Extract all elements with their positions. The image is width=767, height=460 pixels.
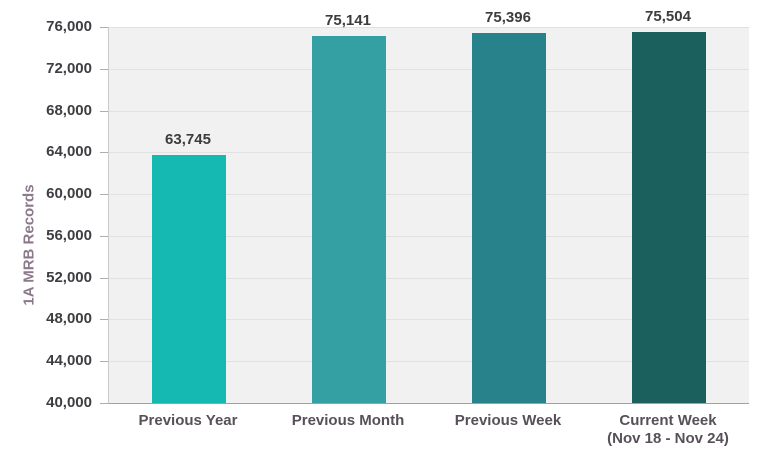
y-tick-mark (100, 111, 108, 112)
bar-value-label: 75,504 (645, 8, 691, 25)
plot-area (108, 27, 749, 404)
y-tick-label: 56,000 (46, 227, 92, 244)
bar (632, 32, 706, 403)
gridline (109, 361, 749, 362)
gridline (109, 278, 749, 279)
x-category-label: Previous Year (138, 412, 238, 429)
y-tick-mark (100, 319, 108, 320)
y-tick-mark (100, 361, 108, 362)
x-category-label: Previous Week (454, 412, 562, 429)
gridline (109, 69, 749, 70)
y-tick-mark (100, 69, 108, 70)
bar-value-label: 63,745 (165, 131, 211, 148)
gridline (109, 152, 749, 153)
y-tick-label: 64,000 (46, 143, 92, 160)
y-tick-mark (100, 194, 108, 195)
y-tick-label: 72,000 (46, 60, 92, 77)
y-tick-mark (100, 278, 108, 279)
y-tick-label: 68,000 (46, 102, 92, 119)
bar-value-label: 75,396 (485, 9, 531, 26)
y-tick-label: 52,000 (46, 269, 92, 286)
gridline (109, 236, 749, 237)
bar (472, 33, 546, 403)
y-tick-mark (100, 236, 108, 237)
x-category-label: Previous Month (291, 412, 405, 429)
y-tick-mark (100, 27, 108, 28)
y-tick-mark (100, 152, 108, 153)
gridline (109, 111, 749, 112)
bar (312, 36, 386, 403)
y-tick-mark (100, 403, 108, 404)
bar (152, 155, 226, 403)
x-category-label: Current Week (Nov 18 - Nov 24) (607, 412, 729, 447)
y-tick-label: 60,000 (46, 185, 92, 202)
gridline (109, 319, 749, 320)
y-tick-label: 40,000 (46, 394, 92, 411)
y-tick-label: 76,000 (46, 18, 92, 35)
y-tick-label: 44,000 (46, 352, 92, 369)
gridline (109, 27, 749, 28)
gridline (109, 194, 749, 195)
y-tick-label: 48,000 (46, 310, 92, 327)
bar-value-label: 75,141 (325, 12, 371, 29)
